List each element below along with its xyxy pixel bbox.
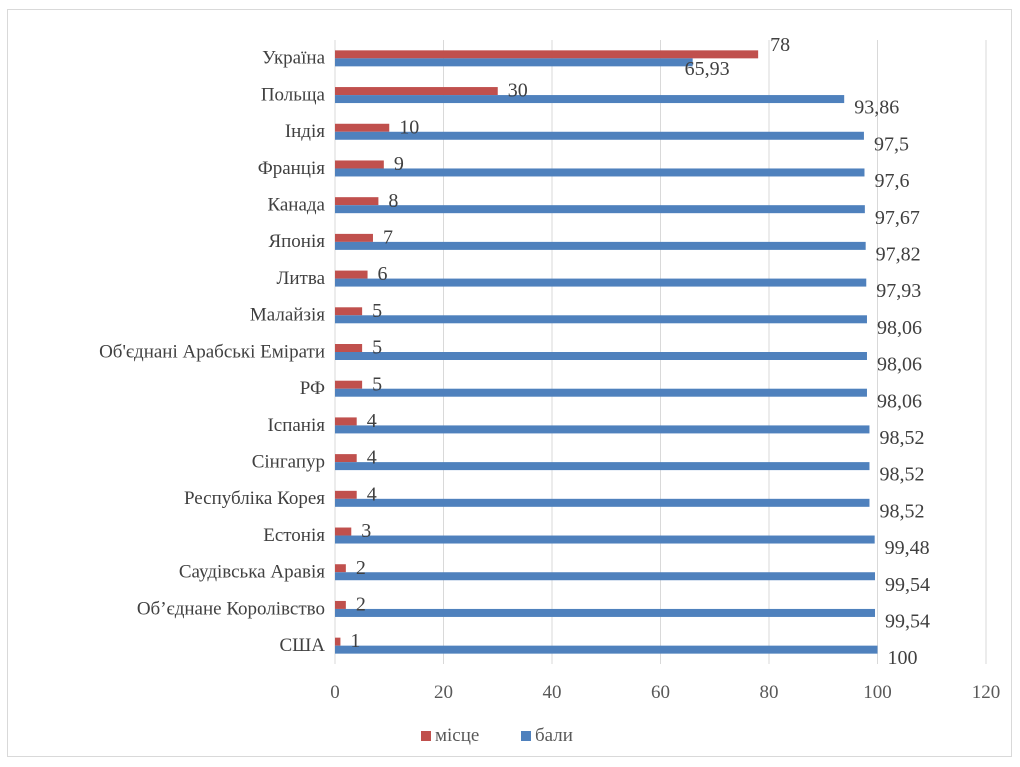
data-label-mistse: 4 [367,483,377,505]
data-label-baly: 100 [888,647,918,669]
data-label-baly: 98,06 [877,354,922,376]
data-label-mistse: 4 [367,447,377,469]
category-label: Саудівська Аравія [179,562,325,583]
data-label-mistse: 8 [388,190,398,212]
data-label-baly: 99,54 [885,611,930,633]
data-label-baly: 97,6 [874,170,909,192]
data-label-baly: 98,06 [877,317,922,339]
data-label-mistse: 78 [770,34,790,56]
data-label-baly: 97,67 [875,207,920,229]
bar-mistse [335,564,346,573]
bar-baly [335,241,866,250]
category-label: Польща [261,84,326,105]
bar-baly [335,462,870,471]
legend-swatch [521,731,531,741]
bar-mistse [335,637,341,646]
bar-baly [335,425,870,434]
data-label-mistse: 2 [356,557,366,579]
category-label: Естонія [263,525,325,546]
data-label-baly: 97,82 [876,243,921,265]
bar-mistse [335,307,363,316]
data-label-mistse: 1 [350,630,360,652]
bar-mistse [335,50,759,59]
bar-baly [335,205,865,214]
data-label-baly: 97,93 [876,280,921,302]
x-tick-label: 100 [863,682,892,703]
bar-baly [335,572,876,581]
category-label: Литва [276,268,325,289]
x-tick-label: 80 [760,682,779,703]
legend-label: бали [535,725,573,746]
data-label-baly: 97,5 [874,133,909,155]
data-label-baly: 99,54 [885,574,930,596]
category-label: Сінгапур [252,451,325,472]
legend-label: місце [435,725,479,746]
category-label: Україна [262,48,325,69]
data-label-baly: 98,52 [879,427,924,449]
legend-swatch [421,731,431,741]
data-label-mistse: 5 [372,373,382,395]
data-label-mistse: 7 [383,226,393,248]
category-label: Індія [285,121,325,142]
data-label-baly: 98,06 [877,390,922,412]
data-label-mistse: 30 [508,80,528,102]
category-label: Малайзія [250,305,325,326]
bar-baly [335,168,865,177]
bar-mistse [335,454,357,463]
bar-baly [335,645,878,654]
bar-baly [335,352,867,360]
category-label: Іспанія [267,415,325,436]
bar-baly [335,58,693,67]
bar-mistse [335,160,384,169]
data-label-mistse: 10 [399,116,419,138]
bar-baly [335,315,867,324]
bar-mistse [335,123,390,132]
data-label-baly: 93,86 [854,97,899,119]
category-label: Японія [268,231,325,252]
bar-mistse [335,417,357,426]
data-label-mistse: 5 [372,337,382,359]
data-label-baly: 98,52 [879,500,924,522]
bar-mistse [335,527,352,536]
bar-mistse [335,380,363,389]
bar-mistse [335,490,357,499]
data-label-mistse: 2 [356,594,366,616]
category-label: Франція [258,158,326,179]
x-tick-label: 0 [330,682,340,703]
data-label-baly: 98,52 [879,464,924,486]
data-label-mistse: 3 [361,520,371,542]
data-label-mistse: 4 [367,410,377,432]
bar-baly [335,498,870,507]
category-label: США [279,635,325,656]
bar-baly [335,535,875,544]
x-tick-label: 40 [543,682,562,703]
data-label-baly: 65,93 [685,58,730,80]
bar-baly [335,388,867,397]
bar-mistse [335,233,373,242]
chart-frame: 0 20 40 60 80 100 120 Україна 78 65,93 Польща 30 93,… [7,9,1012,757]
data-label-mistse: 5 [372,300,382,322]
category-label: Об'єднані Арабські Емірати [99,341,325,362]
category-label: Канада [267,195,325,216]
data-label-mistse: 6 [378,263,388,285]
bar-baly [335,131,864,140]
bar-mistse [335,270,368,279]
bar-baly [335,95,845,104]
data-label-baly: 99,48 [885,537,930,559]
x-tick-label: 20 [434,682,453,703]
bar-mistse [335,600,346,609]
bar-baly [335,278,867,287]
category-label: Об’єднане Королівство [137,598,325,619]
x-tick-label: 60 [651,682,670,703]
bar-mistse [335,344,363,352]
bar-mistse [335,87,498,96]
category-label: РФ [300,378,325,399]
x-tick-label: 120 [972,682,1001,703]
data-label-mistse: 9 [394,153,404,175]
category-label: Республіка Корея [184,488,325,509]
bar-mistse [335,197,379,206]
bar-baly [335,608,876,617]
